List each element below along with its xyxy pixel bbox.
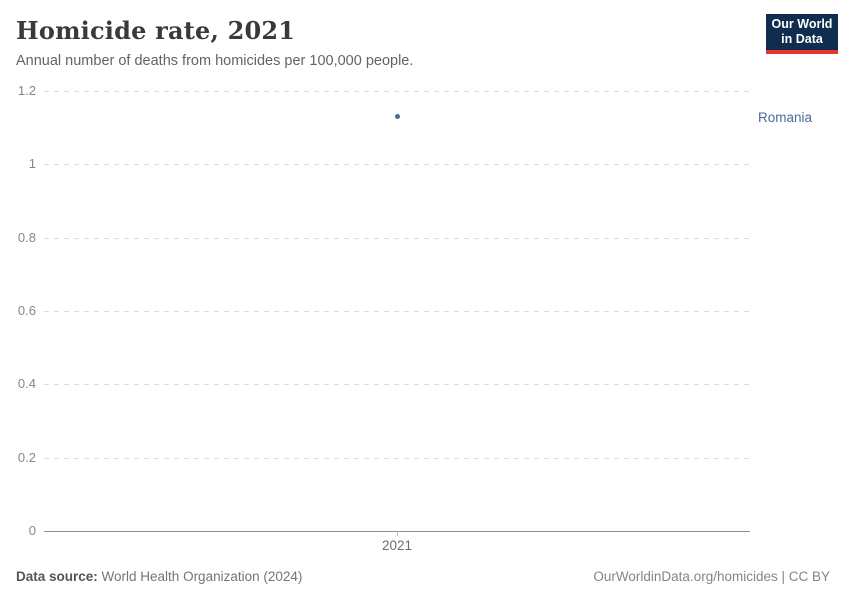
data-source-value: World Health Organization (2024) xyxy=(97,569,303,584)
owid-logo-line2: in Data xyxy=(781,32,823,46)
data-source-note: Data source: World Health Organization (… xyxy=(16,569,302,584)
gridline xyxy=(44,384,750,386)
chart-title: Homicide rate, 2021 xyxy=(16,16,296,45)
x-tick-label: 2021 xyxy=(381,538,413,553)
y-tick-label: 0 xyxy=(28,523,36,538)
series-label-romania[interactable]: Romania xyxy=(758,109,813,125)
chart-subtitle: Annual number of deaths from homicides p… xyxy=(16,53,414,69)
y-tick-label: 1.2 xyxy=(17,83,36,98)
y-tick-label: 0.6 xyxy=(17,303,36,318)
gridline xyxy=(44,457,750,459)
gridline xyxy=(44,237,750,239)
gridline xyxy=(44,311,750,312)
x-tick-mark xyxy=(397,531,398,536)
y-tick-label: 1 xyxy=(28,156,36,172)
owid-logo[interactable]: Our World in Data xyxy=(766,14,838,54)
y-tick-label: 0.4 xyxy=(17,376,36,392)
owid-logo-line1: Our World xyxy=(771,17,833,31)
y-tick-label: 0.2 xyxy=(17,449,36,465)
chart-footer: Data source: World Health Organization (… xyxy=(16,569,830,584)
license-credit-link[interactable]: OurWorldinData.org/homicides | CC BY xyxy=(593,569,830,584)
gridline xyxy=(44,91,750,92)
data-source-label: Data source: xyxy=(16,569,98,584)
data-point-romania[interactable] xyxy=(394,114,400,120)
gridline xyxy=(44,164,750,166)
y-tick-label: 0.8 xyxy=(17,229,36,245)
